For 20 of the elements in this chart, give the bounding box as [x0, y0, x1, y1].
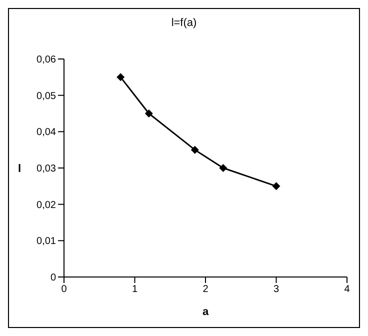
x-tick-label: 0 — [61, 284, 68, 296]
y-tick-label: 0,02 — [36, 200, 56, 211]
y-tick-label: 0 — [50, 272, 56, 284]
y-tick-label: 0,03 — [36, 164, 56, 175]
x-tick-label: 3 — [273, 284, 280, 296]
x-axis-title: a — [202, 306, 210, 318]
y-tick-label: 0,05 — [36, 90, 56, 102]
x-tick-label: 1 — [132, 284, 138, 296]
point — [219, 164, 228, 172]
point — [144, 110, 153, 118]
y-tick-label: 0,06 — [36, 54, 56, 66]
point — [272, 182, 280, 190]
y-tick-label: 0,04 — [36, 127, 56, 138]
point — [190, 146, 199, 154]
point — [116, 73, 125, 82]
y-axis-title: l — [18, 162, 22, 175]
chart-title: l=f(a) — [170, 17, 198, 29]
x-tick-label: 2 — [202, 284, 209, 296]
y-tick-label: 0,01 — [36, 236, 56, 248]
x-tick-label: 4 — [344, 284, 350, 296]
